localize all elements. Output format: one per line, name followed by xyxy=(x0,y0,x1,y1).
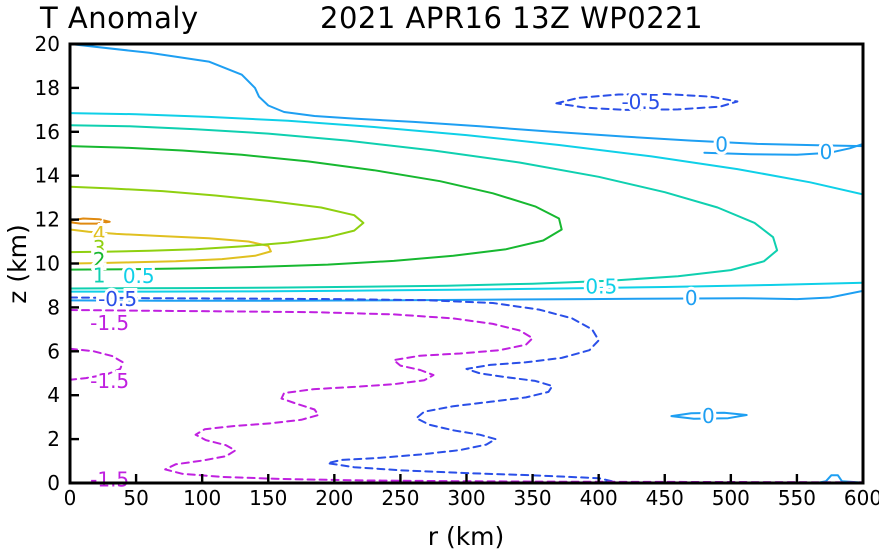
y-axis-ticks: 0 2 4 6 8 10 12 14 16 18 20 xyxy=(35,32,79,495)
contour-value-label: 33 xyxy=(90,233,109,263)
contour-line xyxy=(70,289,863,302)
svg-text:-0.5: -0.5 xyxy=(621,90,660,114)
svg-text:2: 2 xyxy=(93,248,106,272)
y-axis-title: z (km) xyxy=(3,224,32,303)
y-tick-label: 2 xyxy=(47,427,60,451)
svg-text:0.5: 0.5 xyxy=(123,264,155,288)
contour-lines xyxy=(70,44,863,483)
contour-value-label: 00 xyxy=(682,283,701,313)
contour-line xyxy=(70,145,563,271)
svg-text:-0.5: -0.5 xyxy=(98,287,137,311)
x-tick-label: 500 xyxy=(712,486,750,510)
svg-text:-0.5: -0.5 xyxy=(98,287,137,311)
y-tick-label: 16 xyxy=(35,120,60,144)
y-tick-label: 8 xyxy=(47,295,60,319)
svg-text:-1.5: -1.5 xyxy=(90,311,129,335)
contour-value-label: 11 xyxy=(90,261,109,291)
svg-text:0: 0 xyxy=(685,286,698,310)
y-tick-label: 14 xyxy=(35,164,60,188)
contour-line xyxy=(70,112,863,196)
x-tick-label: 550 xyxy=(778,486,816,510)
x-tick-label: 150 xyxy=(249,486,287,510)
contour-value-label: -1.5-1.5 xyxy=(87,465,132,495)
contour-value-label: -0.5-0.5 xyxy=(618,87,663,117)
x-tick-label: 400 xyxy=(580,486,618,510)
title-left: T Anomaly xyxy=(39,1,199,35)
y-tick-label: 4 xyxy=(47,383,60,407)
contour-line xyxy=(70,124,779,290)
contour-value-label: -0.5-0.5 xyxy=(95,284,140,314)
y-tick-label: 6 xyxy=(47,339,60,363)
svg-text:-1.5: -1.5 xyxy=(90,369,129,393)
svg-text:0: 0 xyxy=(685,286,698,310)
contour-value-label: 00 xyxy=(712,130,731,160)
contour-value-label: 0.50.5 xyxy=(120,261,158,291)
svg-text:-0.5: -0.5 xyxy=(621,90,660,114)
contour-line xyxy=(670,411,748,420)
x-tick-label: 250 xyxy=(381,486,419,510)
contour-line xyxy=(70,185,365,254)
svg-text:0: 0 xyxy=(702,404,715,428)
svg-text:3: 3 xyxy=(93,236,106,260)
svg-text:0.5: 0.5 xyxy=(585,275,617,299)
svg-text:-1.5: -1.5 xyxy=(90,369,129,393)
svg-text:4: 4 xyxy=(93,222,106,246)
svg-text:0: 0 xyxy=(820,140,833,164)
contour-line xyxy=(70,44,863,148)
contour-value-label: 0.50.5 xyxy=(582,272,620,302)
x-tick-label: 350 xyxy=(513,486,551,510)
svg-text:2: 2 xyxy=(93,248,106,272)
title-right: 2021 APR16 13Z WP0221 xyxy=(320,1,703,35)
y-tick-label: 10 xyxy=(35,252,60,276)
svg-text:1: 1 xyxy=(93,264,106,288)
svg-text:0: 0 xyxy=(820,140,833,164)
contour-line xyxy=(70,309,863,483)
svg-text:4: 4 xyxy=(93,222,106,246)
svg-text:-1.5: -1.5 xyxy=(90,311,129,335)
contour-line xyxy=(703,142,863,156)
contour-value-label: 00 xyxy=(817,137,836,167)
contour-line xyxy=(70,281,863,293)
contour-value-label: 00 xyxy=(699,401,718,431)
contour-line xyxy=(70,217,111,225)
contour-value-label: -1.5-1.5 xyxy=(87,308,132,338)
y-tick-label: 12 xyxy=(35,208,60,232)
contour-value-label: 44 xyxy=(90,219,109,249)
y-tick-label: 20 xyxy=(35,32,60,56)
x-tick-label: 200 xyxy=(315,486,353,510)
x-tick-label: 50 xyxy=(123,486,148,510)
x-tick-label: 0 xyxy=(64,486,77,510)
contour-line xyxy=(70,347,124,381)
svg-text:0: 0 xyxy=(715,133,728,157)
svg-text:0.5: 0.5 xyxy=(585,275,617,299)
x-tick-label: 300 xyxy=(447,486,485,510)
y-tick-label: 0 xyxy=(47,471,60,495)
svg-text:1: 1 xyxy=(93,264,106,288)
svg-text:0: 0 xyxy=(702,404,715,428)
svg-text:0.5: 0.5 xyxy=(123,264,155,288)
x-axis-title: r (km) xyxy=(428,522,505,551)
x-tick-label: 450 xyxy=(646,486,684,510)
svg-text:-1.5: -1.5 xyxy=(90,468,129,492)
y-tick-label: 18 xyxy=(35,76,60,100)
svg-text:3: 3 xyxy=(93,236,106,260)
contour-line xyxy=(555,93,739,111)
svg-text:0: 0 xyxy=(715,133,728,157)
x-tick-label: 600 xyxy=(844,486,879,510)
contour-line xyxy=(70,296,613,483)
contour-value-label: 22 xyxy=(90,245,109,275)
x-tick-label: 100 xyxy=(183,486,221,510)
plot-frame xyxy=(68,42,865,485)
contour-value-label: -1.5-1.5 xyxy=(87,366,132,396)
svg-text:-1.5: -1.5 xyxy=(90,468,129,492)
contour-line xyxy=(70,228,272,265)
x-axis-ticks: 0 50 100 150 200 250 300 350 400 450 500 550 600 xyxy=(64,474,879,510)
